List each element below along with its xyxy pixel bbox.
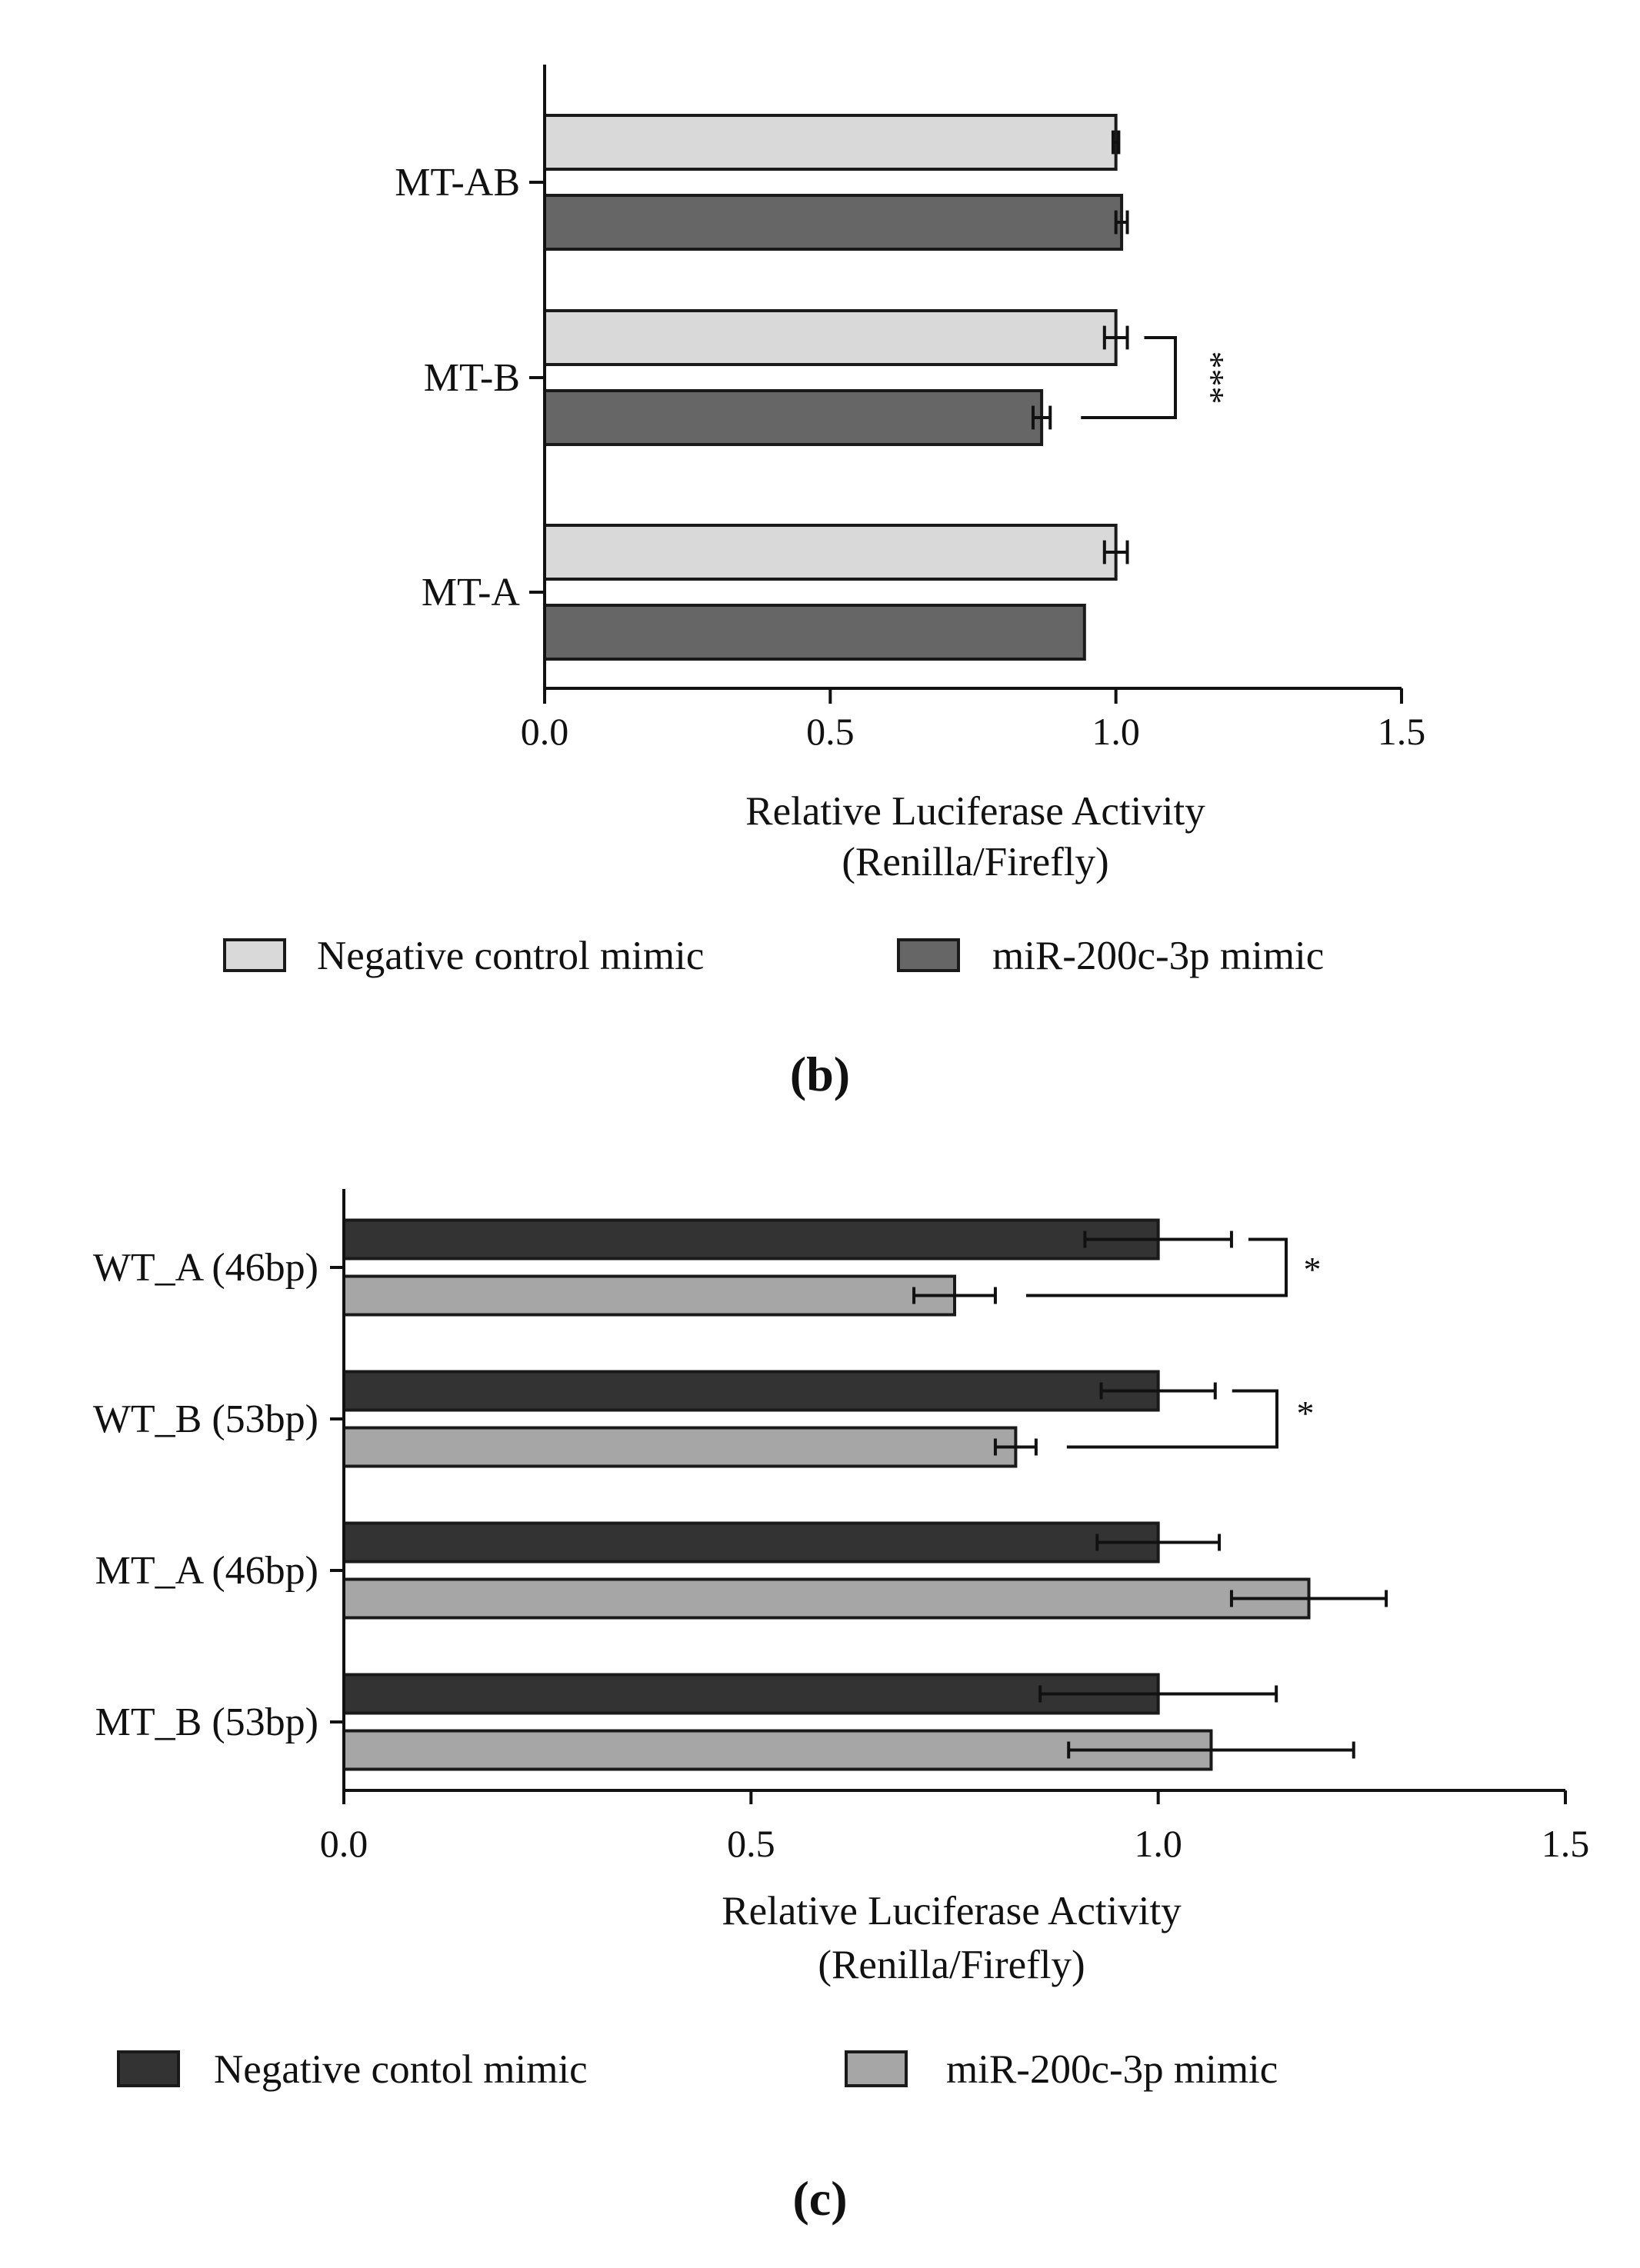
legend-label-mir200c-c: miR-200c-3p mimic (946, 2047, 1278, 2092)
panel-label-b: (b) (790, 1047, 850, 1101)
x-axis-title-c-line1: Relative Luciferase Activity (722, 1889, 1182, 1933)
significance-panel-b: *** (1081, 336, 1232, 419)
significance-label-wt-b-53bp: * (1297, 1394, 1315, 1433)
bar-mt-ab-negative-control-mimic (543, 114, 1118, 171)
y-tick-label-mt-b-53bp-c: MT_B (53bp) (95, 1700, 318, 1744)
bar-mt-a-46bp-negative-contol-mimic (342, 1521, 1160, 1564)
x-axis-title-c-line2: (Renilla/Firefly) (818, 1943, 1085, 1987)
x-axis-title-b-line2: (Renilla/Firefly) (842, 840, 1108, 884)
bar-wt-b-53bp-negative-contol-mimic (342, 1370, 1160, 1412)
legend-swatch-mir200c-b (897, 938, 960, 972)
y-tick-label-wt-a-46bp-c: WT_A (46bp) (93, 1246, 318, 1290)
legend-label-mir200c-b: miR-200c-3p mimic (992, 934, 1324, 978)
error-bars-panel-c (912, 1231, 1388, 1759)
x-tick-label-0-5-c: 0.5 (727, 1822, 775, 1865)
bar-mt-b-53bp-negative-contol-mimic (342, 1673, 1160, 1715)
bar-wt-a-46bp-negative-contol-mimic (342, 1218, 1160, 1261)
y-tick-label-wt-b-53bp-c: WT_B (53bp) (93, 1397, 318, 1441)
significance-bracket-wt-a-46bp (1025, 1237, 1288, 1297)
significance-label-mt-b: *** (1192, 351, 1232, 405)
chart-panel-b: *** MT-AB MT-B MT-A 0.0 0.5 1.0 1.5 Relative L… (223, 65, 1425, 1101)
significance-bracket-wt-b-53bp (1066, 1389, 1278, 1449)
panel-label-c: (c) (792, 2171, 847, 2226)
significance-panel-c: ** (1025, 1237, 1322, 1449)
x-tick-label-1-0-c: 1.0 (1134, 1822, 1182, 1865)
significance-bracket-mt-b (1081, 336, 1177, 419)
y-tick-label-mt-b-b: MT-B (424, 356, 520, 400)
y-tick-label-mt-a-b: MT-A (422, 571, 521, 614)
x-tick-label-0-0-b: 0.0 (521, 710, 569, 753)
x-tick-label-1-0-b: 1.0 (1092, 710, 1140, 753)
bar-mt-b-mir-200c-3p-mimic (543, 389, 1044, 446)
x-tick-label-1-5-b: 1.5 (1378, 710, 1426, 753)
legend-swatch-negative-control-b (223, 938, 286, 972)
legend-panel-b: Negative control mimic miR-200c-3p mimic (223, 934, 1324, 978)
bar-mt-b-negative-control-mimic (543, 309, 1118, 366)
legend-panel-c: Negative contol mimic miR-200c-3p mimic (117, 2047, 1278, 2092)
bar-wt-a-46bp-mir-200c-3p-mimic (342, 1274, 956, 1317)
error-bars-panel-b (1031, 130, 1129, 565)
y-tick-label-mt-ab-b: MT-AB (395, 161, 520, 205)
legend-swatch-negative-control-c (117, 2050, 180, 2087)
bar-mt-a-46bp-mir-200c-3p-mimic (342, 1577, 1311, 1620)
bar-mt-a-mir-200c-3p-mimic (543, 604, 1086, 661)
chart-panel-c: ** WT_A (46bp)WT_B (53bp)MT_A (46bp)MT_B… (93, 1189, 1589, 2226)
x-tick-label-1-5-c: 1.5 (1542, 1822, 1590, 1865)
bar-mt-a-negative-control-mimic (543, 524, 1118, 581)
axes-panel-c: WT_A (46bp) WT_B (53bp) MT_A (46bp) MT_B (5… (93, 1189, 1589, 1865)
y-tick-label-mt-a-46bp-c: MT_A (46bp) (95, 1549, 318, 1593)
x-tick-label-0-0-c: 0.0 (320, 1822, 368, 1865)
bars-panel-b (543, 114, 1124, 661)
significance-label-wt-a-46bp: * (1304, 1250, 1322, 1289)
bar-wt-b-53bp-mir-200c-3p-mimic (342, 1426, 1018, 1468)
legend-label-negative-control-c: Negative contol mimic (214, 2047, 588, 2092)
legend-label-negative-control-b: Negative control mimic (317, 934, 704, 978)
x-axis-title-b-line1: Relative Luciferase Activity (745, 789, 1205, 834)
bar-mt-ab-mir-200c-3p-mimic (543, 194, 1124, 251)
legend-swatch-mir200c-c (845, 2050, 908, 2087)
axes-panel-b: MT-AB MT-B MT-A 0.0 0.5 1.0 1.5 (395, 65, 1425, 753)
x-tick-label-0-5-b: 0.5 (806, 710, 855, 753)
bars-panel-c (342, 1218, 1311, 1771)
